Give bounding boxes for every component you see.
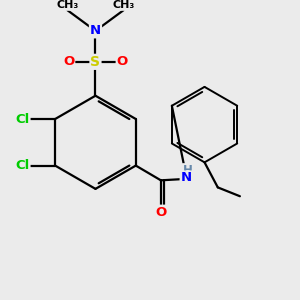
Text: CH₃: CH₃ [56, 0, 79, 10]
Text: N: N [90, 24, 101, 38]
Text: N: N [181, 172, 192, 184]
Text: S: S [91, 55, 100, 69]
Text: Cl: Cl [15, 112, 29, 125]
Text: O: O [155, 206, 166, 219]
Text: O: O [63, 55, 74, 68]
Text: O: O [117, 55, 128, 68]
Text: Cl: Cl [15, 159, 29, 172]
Text: CH₃: CH₃ [112, 0, 135, 10]
Text: H: H [183, 164, 193, 177]
